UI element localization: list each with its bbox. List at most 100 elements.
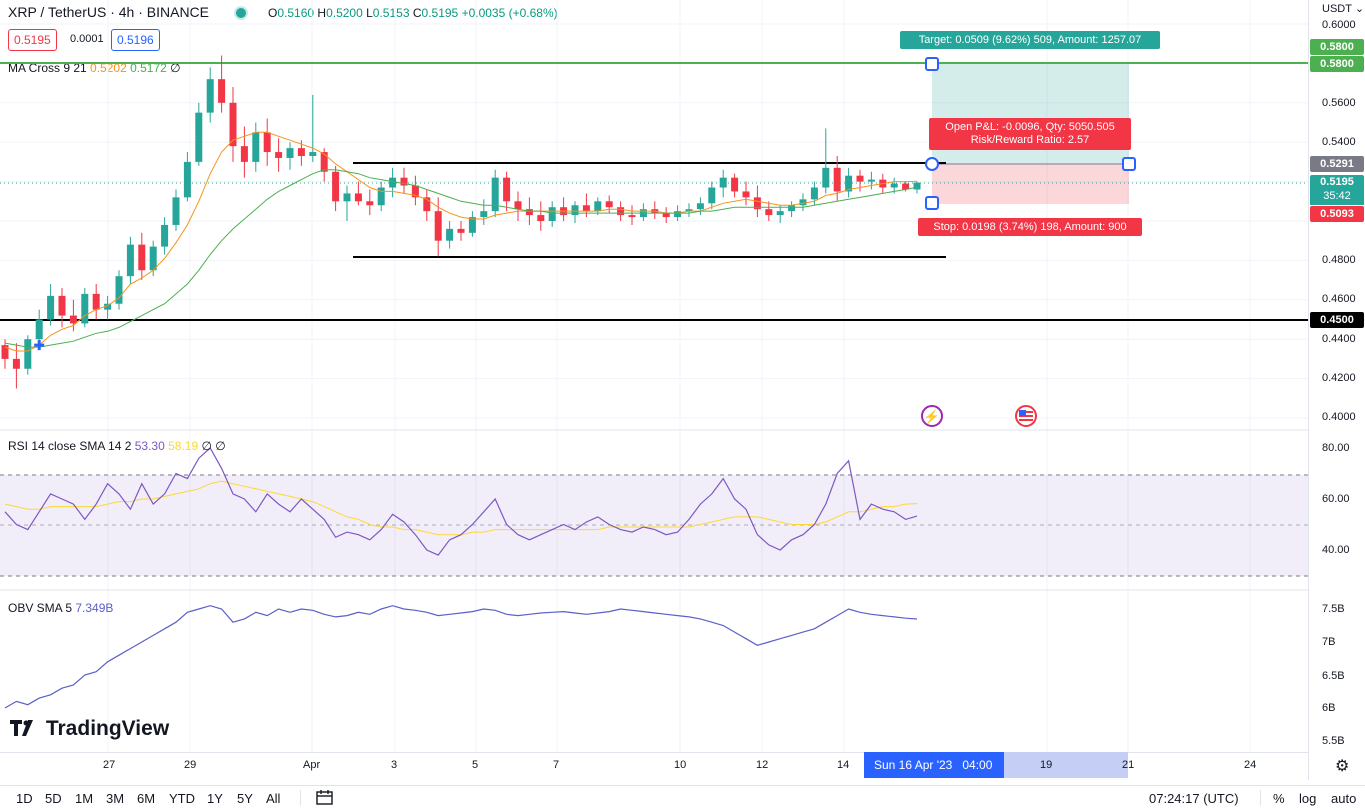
rsi-ma-value: 58.19 bbox=[168, 439, 199, 453]
timeframe-1d[interactable]: 1D bbox=[16, 791, 33, 806]
time-axis[interactable] bbox=[0, 752, 1308, 780]
candle-body bbox=[389, 177, 397, 188]
settings-gear-icon[interactable]: ⚙ bbox=[1335, 758, 1350, 775]
obv-legend[interactable]: OBV SMA 5 7.349B bbox=[8, 601, 113, 615]
utc-clock[interactable]: 07:24:17 (UTC) bbox=[1149, 791, 1239, 806]
change-value: +0.0035 (+0.68%) bbox=[461, 6, 558, 20]
candle-body bbox=[354, 193, 362, 202]
candle bbox=[1, 339, 9, 369]
timeframe-5y[interactable]: 5Y bbox=[237, 791, 253, 806]
candle-body bbox=[765, 209, 773, 216]
us-flag-icon[interactable] bbox=[1015, 405, 1037, 427]
candle bbox=[799, 193, 807, 212]
obv-tick: 7B bbox=[1322, 636, 1336, 648]
obv-tick: 6B bbox=[1322, 702, 1336, 714]
candle-body bbox=[69, 315, 77, 324]
width-handle bbox=[1122, 157, 1136, 171]
timeframe-5d[interactable]: 5D bbox=[45, 791, 62, 806]
candle-body bbox=[252, 132, 260, 162]
candle bbox=[366, 189, 374, 216]
candle-body bbox=[696, 203, 704, 210]
timeframe-1y[interactable]: 1Y bbox=[207, 791, 223, 806]
price-axis[interactable] bbox=[1308, 0, 1365, 780]
bottom-toolbar bbox=[0, 785, 1365, 811]
candle-body bbox=[126, 244, 134, 277]
price-tick: 0.5600 bbox=[1322, 97, 1356, 109]
ma-slow-line bbox=[4, 169, 918, 348]
candle bbox=[890, 177, 898, 194]
candle-body bbox=[47, 295, 55, 320]
target-price-tag: 0.5800 bbox=[1310, 56, 1364, 72]
candle-body bbox=[58, 295, 66, 316]
candle-body bbox=[902, 183, 910, 190]
log-toggle[interactable]: log bbox=[1299, 791, 1317, 806]
candle-body bbox=[275, 152, 283, 158]
candle-body bbox=[12, 358, 20, 369]
candle-body bbox=[890, 183, 898, 188]
candle bbox=[446, 221, 454, 249]
candle-body bbox=[92, 293, 100, 310]
candle bbox=[822, 128, 830, 194]
candle bbox=[617, 201, 625, 221]
ma-name: MA Cross 9 21 bbox=[8, 61, 87, 75]
time-tick: 5 bbox=[472, 759, 479, 771]
rsi-tick: 80.00 bbox=[1322, 442, 1350, 454]
candle bbox=[400, 167, 408, 194]
target-handle bbox=[925, 57, 939, 71]
timeframe-3m[interactable]: 3M bbox=[106, 791, 125, 806]
last-price-tag: 0.5195 35:42 bbox=[1310, 175, 1364, 205]
timeframe-all[interactable]: All bbox=[266, 791, 281, 806]
candle-body bbox=[628, 215, 636, 218]
candle bbox=[354, 181, 362, 206]
candle bbox=[491, 169, 499, 218]
candle-body bbox=[457, 228, 465, 233]
candle-body bbox=[240, 146, 248, 162]
support-price-tag: 0.4500 bbox=[1310, 312, 1364, 328]
price-tick: 0.4200 bbox=[1322, 372, 1356, 384]
candle bbox=[183, 152, 191, 202]
sell-button[interactable]: 0.5195 bbox=[8, 29, 57, 51]
buy-button[interactable]: 0.5196 bbox=[111, 29, 160, 51]
candle-body bbox=[605, 201, 613, 208]
obv-tick: 5.5B bbox=[1322, 735, 1345, 747]
candle bbox=[332, 165, 340, 212]
high-value: 0.5200 bbox=[326, 6, 363, 20]
rsi-value: 53.30 bbox=[134, 439, 165, 453]
obv-tick: 6.5B bbox=[1322, 670, 1345, 682]
ma-fast-line bbox=[4, 131, 918, 352]
lightning-icon[interactable]: ⚡ bbox=[921, 405, 943, 427]
timeframe-6m[interactable]: 6M bbox=[137, 791, 156, 806]
time-tick: 12 bbox=[756, 759, 769, 771]
candle bbox=[537, 201, 545, 231]
rsi-band bbox=[0, 475, 1308, 576]
candle-body bbox=[582, 205, 590, 212]
currency-selector[interactable]: USDT ⌄ bbox=[1322, 3, 1365, 15]
candle-body bbox=[218, 79, 226, 103]
timeframe-ytd[interactable]: YTD bbox=[169, 791, 195, 806]
candle-body bbox=[617, 207, 625, 216]
rsi-legend[interactable]: RSI 14 close SMA 14 2 53.30 58.19 ∅ ∅ bbox=[8, 439, 226, 453]
percent-toggle[interactable]: % bbox=[1273, 791, 1285, 806]
candle bbox=[47, 284, 55, 326]
candle-body bbox=[434, 211, 442, 241]
candles bbox=[1, 55, 921, 389]
candle-body bbox=[833, 167, 841, 192]
candle-body bbox=[662, 213, 670, 218]
price-tick: 0.4600 bbox=[1322, 293, 1356, 305]
chart-canvas[interactable] bbox=[0, 0, 1308, 752]
candle-body bbox=[468, 217, 476, 233]
open-label: O bbox=[268, 6, 278, 20]
ohlc-legend: O0.5160 H0.5200 L0.5153 C0.5195 +0.0035 … bbox=[268, 6, 558, 20]
auto-toggle[interactable]: auto bbox=[1331, 791, 1357, 806]
candle bbox=[719, 169, 727, 198]
crosshair-range bbox=[1004, 752, 1128, 778]
toolbar-divider bbox=[300, 790, 301, 806]
price-tick: 0.6000 bbox=[1322, 19, 1356, 31]
date-range-icon[interactable] bbox=[316, 789, 334, 809]
rsi-tick: 40.00 bbox=[1322, 544, 1350, 556]
candle-body bbox=[742, 191, 750, 198]
timeframe-1m[interactable]: 1M bbox=[75, 791, 94, 806]
rr-text: Risk/Reward Ratio: 2.57 bbox=[970, 134, 1090, 146]
ma-cross-marker bbox=[34, 340, 45, 351]
tradingview-logo[interactable]: TradingView bbox=[10, 717, 169, 741]
